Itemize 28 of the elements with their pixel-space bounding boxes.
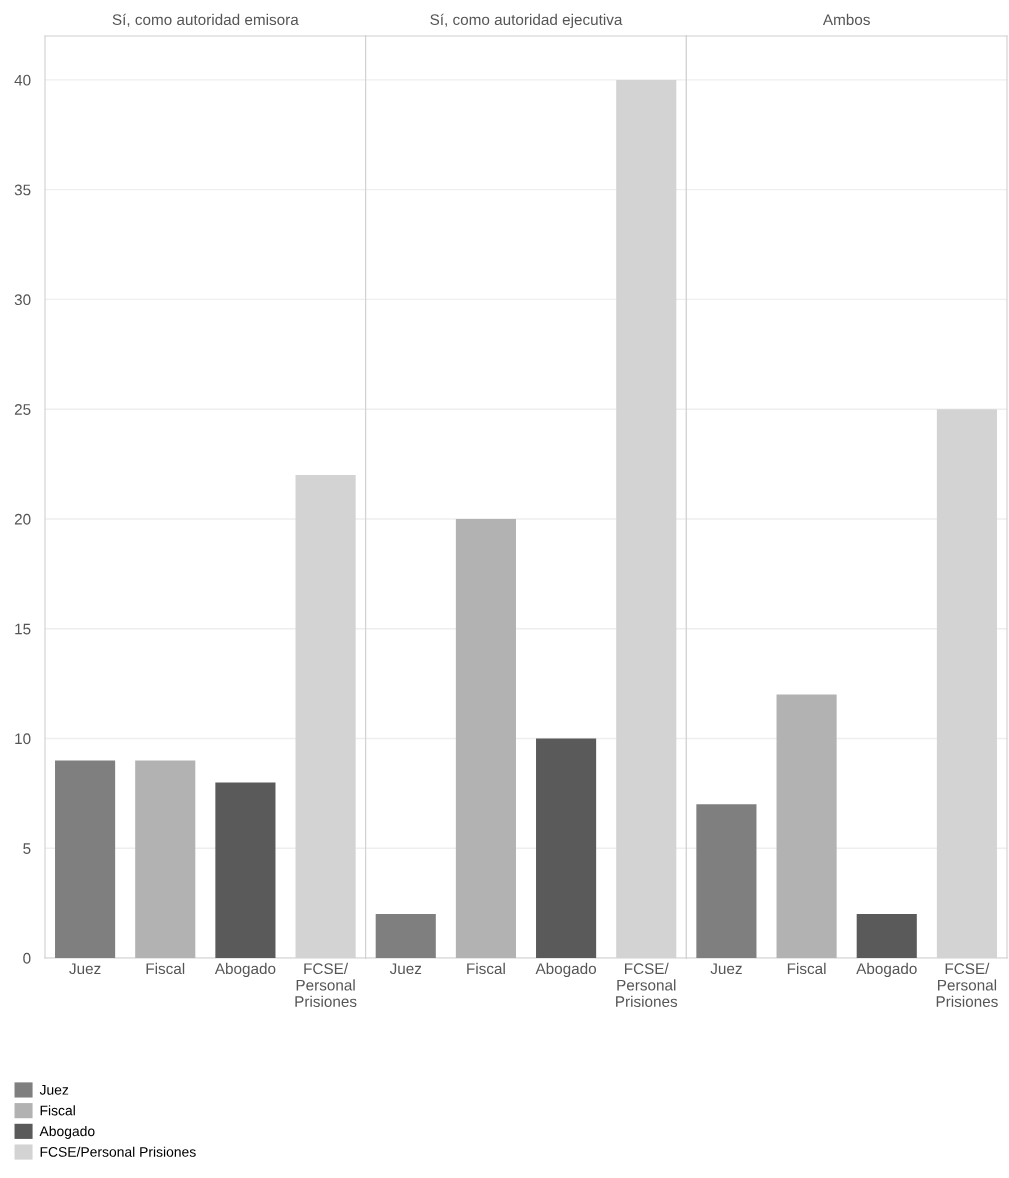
x-tick-label: FCSE/ Personal Prisiones (295, 962, 357, 1007)
x-tick-label: Abogado (214, 962, 276, 978)
x-tick-label: Juez (69, 963, 101, 975)
y-tick-label: 30 (14, 294, 31, 306)
y-tick-label: 35 (14, 184, 31, 196)
x-tick-label: Fiscal (467, 962, 505, 975)
y-tick-label: 5 (23, 843, 31, 854)
x-tick-label: Juez (710, 963, 742, 975)
x-tick-label: Juez (389, 963, 422, 975)
y-tick-label: 20 (14, 513, 31, 525)
x-tick-label: FCSE/ Personal Prisiones (936, 962, 998, 1007)
legend-label: Fiscal (40, 1105, 75, 1116)
y-tick-label: 25 (14, 404, 31, 415)
x-tick-label: Abogado (535, 962, 597, 978)
y-tick-label: 10 (15, 733, 31, 745)
legend-label: Abogado (39, 1125, 95, 1139)
x-tick-label: FCSE/ Personal Prisiones (616, 962, 678, 1007)
y-tick-label: 0 (23, 952, 31, 964)
x-tick-label: Fiscal (146, 962, 185, 975)
x-tick-label: Abogado (856, 962, 917, 978)
x-tick-label: Fiscal (787, 962, 826, 975)
chart-title: Sí, como autoridad ejecutiva (430, 13, 623, 29)
chart-title: Sí, como autoridad emisora (112, 13, 299, 27)
y-tick-label: 40 (14, 74, 31, 86)
legend-label: FCSE/Personal Prisiones (40, 1146, 196, 1157)
y-tick-label: 15 (15, 623, 31, 635)
legend-label: Juez (39, 1085, 69, 1095)
chart-title: Ambos (822, 13, 870, 26)
